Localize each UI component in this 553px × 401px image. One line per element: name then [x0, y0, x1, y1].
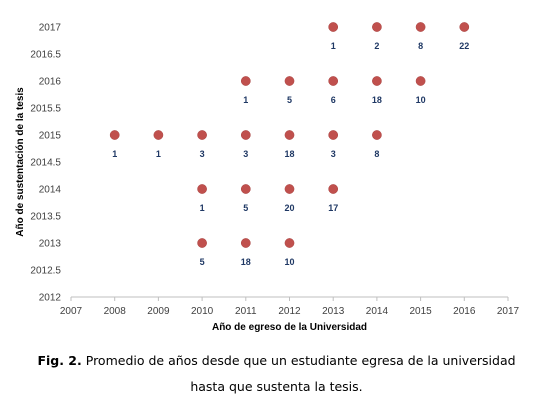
x-tick-label: 2015 [409, 306, 432, 317]
data-label: 1 [200, 203, 205, 213]
y-tick-label: 2014 [39, 185, 62, 196]
data-point [240, 184, 251, 194]
data-label: 3 [331, 149, 336, 159]
data-point [372, 22, 382, 32]
data-point [197, 238, 207, 248]
x-tick-label: 2012 [278, 306, 301, 317]
caption-line-2: hasta que sustenta la tesis. [190, 379, 363, 394]
x-tick-label: 2008 [104, 306, 127, 317]
data-label: 5 [287, 95, 292, 105]
data-label: 6 [331, 95, 336, 105]
y-axis-ticks: 2012 2012.5 2013 2013.5 2014 2014.5 2015 2015.5… [30, 23, 61, 304]
figure-caption-continued: hasta que sustenta la tesis. [0, 374, 553, 400]
data-label: 3 [200, 149, 205, 159]
data-point [284, 184, 295, 194]
data-point [284, 76, 295, 86]
data-label: 18 [372, 95, 382, 105]
figure-caption: Fig. 2. Promedio de años desde que un es… [0, 348, 553, 374]
data-point [328, 22, 339, 32]
y-tick-label: 2013.5 [30, 212, 61, 223]
y-tick-label: 2015.5 [30, 104, 61, 115]
x-tick-label: 2007 [60, 306, 83, 317]
x-tick-label: 2010 [191, 306, 214, 317]
data-label: 2 [374, 41, 379, 51]
data-label: 1 [156, 149, 161, 159]
x-tick-label: 2009 [147, 306, 170, 317]
data-point [153, 130, 164, 140]
x-tick-label: 2011 [235, 306, 257, 317]
x-axis-ticks: 2007 2008 2009 2010 2011 2012 2013 2014 2015 2016… [60, 297, 520, 317]
data-label: 10 [284, 257, 294, 267]
data-point [459, 22, 470, 32]
y-tick-label: 2014.5 [30, 158, 61, 169]
data-label: 8 [418, 41, 423, 51]
data-label: 18 [284, 149, 294, 159]
scatter-chart: 20122012.520132013.520142014.520152015.5… [15, 22, 520, 333]
data-point [328, 76, 339, 86]
y-axis-title: Año de sustentación de la tesis [15, 87, 26, 237]
data-label: 1 [243, 95, 248, 105]
data-point [109, 130, 120, 140]
data-labels: 1 2 8 221 5 6 18 101 1 3 3 18 3 81 5 20 175 18 10 [112, 41, 469, 267]
data-label: 17 [328, 203, 338, 213]
data-point [372, 130, 382, 140]
y-tick-label: 2013 [39, 239, 62, 250]
data-point [328, 130, 339, 140]
y-tick-label: 2017 [39, 23, 62, 34]
data-label: 1 [331, 41, 336, 51]
data-point [197, 130, 207, 140]
data-point [197, 184, 207, 194]
data-label: 8 [374, 149, 379, 159]
x-tick-label: 2017 [497, 306, 520, 317]
y-tick-label: 2012 [39, 293, 62, 304]
data-point [240, 130, 251, 140]
data-point [240, 238, 251, 248]
data-point [284, 238, 295, 248]
data-label: 5 [243, 203, 248, 213]
data-label: 20 [284, 203, 294, 213]
data-point [240, 76, 251, 86]
data-point [372, 76, 382, 86]
caption-line-1: Promedio de años desde que un estudiante… [85, 353, 516, 368]
y-tick-label: 2012.5 [30, 266, 61, 277]
x-tick-label: 2013 [322, 306, 345, 317]
data-label: 10 [416, 95, 426, 105]
y-tick-label: 2016.5 [30, 50, 61, 61]
data-label: 18 [241, 257, 251, 267]
data-label: 5 [200, 257, 205, 267]
x-tick-label: 2016 [453, 306, 476, 317]
caption-prefix: Fig. 2. [37, 353, 82, 368]
data-point [415, 22, 426, 32]
data-point [328, 184, 339, 194]
data-label: 3 [243, 149, 248, 159]
data-point [284, 130, 295, 140]
data-point [415, 76, 426, 86]
data-points [109, 22, 470, 248]
data-label: 1 [112, 149, 117, 159]
y-tick-label: 2016 [39, 77, 62, 88]
x-axis-title: Año de egreso de la Universidad [212, 322, 367, 333]
data-label: 22 [459, 41, 469, 51]
x-tick-label: 2014 [366, 306, 389, 317]
y-tick-label: 2015 [39, 131, 62, 142]
